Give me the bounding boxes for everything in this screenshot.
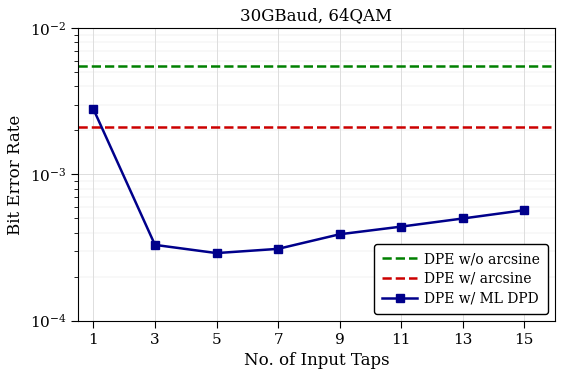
DPE w/ ML DPD [152, 243, 158, 247]
DPE w/ ML DPD [398, 224, 405, 229]
Y-axis label: Bit Error Rate: Bit Error Rate [7, 114, 24, 235]
DPE w/ ML DPD [275, 247, 282, 251]
DPE w/o arcsine [59, 64, 66, 68]
Line: DPE w/ ML DPD: DPE w/ ML DPD [89, 105, 528, 257]
Title: 30GBaud, 64QAM: 30GBaud, 64QAM [241, 7, 393, 24]
DPE w/ ML DPD [213, 251, 220, 255]
DPE w/ ML DPD [521, 208, 528, 212]
DPE w/ arcsine [90, 125, 97, 130]
X-axis label: No. of Input Taps: No. of Input Taps [244, 352, 389, 369]
DPE w/ ML DPD [90, 107, 97, 111]
DPE w/ ML DPD [336, 232, 343, 237]
DPE w/o arcsine [90, 64, 97, 68]
Legend: DPE w/o arcsine, DPE w/ arcsine, DPE w/ ML DPD: DPE w/o arcsine, DPE w/ arcsine, DPE w/ … [374, 244, 548, 314]
DPE w/ arcsine [59, 125, 66, 130]
DPE w/ ML DPD [459, 216, 466, 221]
